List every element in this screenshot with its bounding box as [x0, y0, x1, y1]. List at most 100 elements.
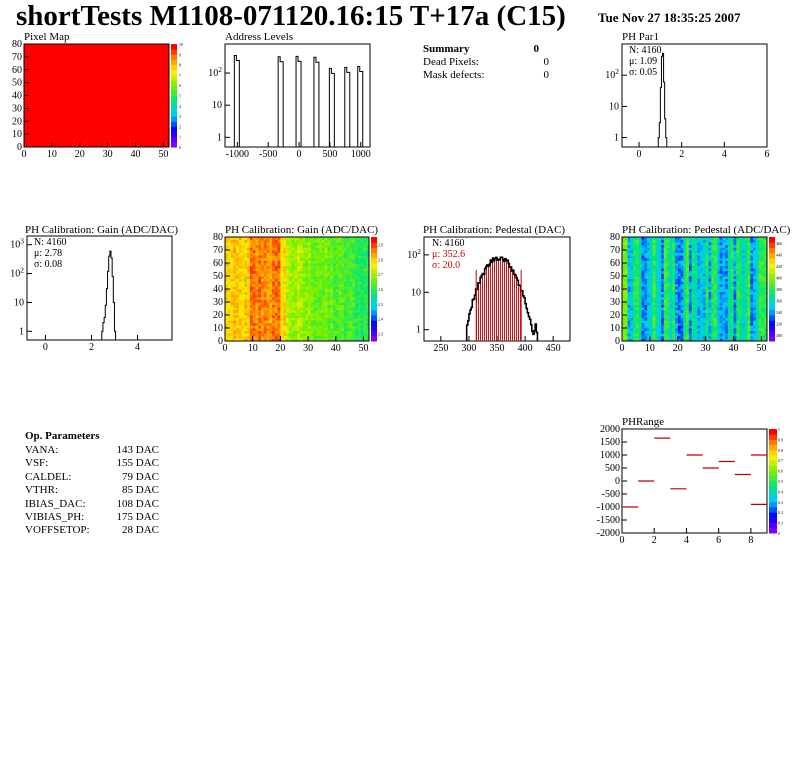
heatmap-cell	[674, 299, 679, 303]
heatmap-cell	[644, 304, 648, 308]
heatmap-cell	[366, 307, 370, 311]
heatmap-cell	[263, 289, 267, 292]
heatmap-cell	[274, 276, 279, 279]
heatmap-cell	[719, 302, 723, 305]
heatmap-cell	[277, 278, 281, 282]
heatmap-cell	[649, 247, 654, 251]
heatmap-cell	[669, 268, 673, 272]
z-scale-cell	[171, 116, 177, 122]
heatmap-cell	[722, 260, 726, 264]
heatmap-cell	[308, 281, 312, 285]
heatmap-cell	[346, 268, 351, 272]
heatmap-cell	[672, 273, 676, 277]
heatmap-cell	[722, 265, 726, 269]
y-tick-label: 500	[605, 463, 620, 474]
heatmap-cell	[280, 263, 284, 266]
heatmap-cell	[708, 307, 712, 311]
heatmap-cell	[266, 320, 270, 324]
x-tick-label: 4	[722, 149, 727, 160]
heatmap-cell	[727, 328, 732, 331]
heatmap-cell	[725, 328, 729, 331]
heatmap-cell	[258, 247, 262, 251]
heatmap-cell	[291, 304, 295, 308]
heatmap-cell	[655, 260, 659, 264]
z-scale-cell	[769, 335, 775, 342]
heatmap-cell	[633, 273, 637, 277]
heatmap-cell	[288, 278, 292, 282]
heatmap-cell	[333, 239, 337, 243]
heatmap-cell	[366, 296, 370, 300]
heatmap-cell	[288, 257, 292, 261]
heatmap-cell	[627, 286, 631, 290]
heatmap-cell	[272, 330, 276, 334]
heatmap-cell	[674, 338, 679, 342]
heatmap-cell	[341, 237, 345, 240]
heatmap-cell	[702, 278, 707, 282]
heatmap-cell	[655, 291, 659, 295]
heatmap-cell	[261, 294, 265, 298]
heatmap-cell	[285, 250, 290, 253]
heatmap-cell	[727, 299, 732, 303]
heatmap-cell	[652, 283, 656, 287]
z-scale-cell	[371, 309, 377, 316]
heatmap-cell	[666, 333, 670, 337]
heatmap-cell	[688, 247, 693, 251]
heatmap-cell	[258, 302, 262, 305]
heatmap-cell	[355, 315, 359, 318]
heatmap-cell	[310, 263, 315, 266]
heatmap-cell	[622, 317, 626, 321]
heatmap-cell	[647, 242, 651, 246]
heatmap-cell	[249, 296, 254, 300]
heatmap-cell	[283, 278, 287, 282]
heatmap-cell	[663, 294, 668, 298]
heatmap-cell	[349, 333, 353, 337]
heatmap-cell	[291, 289, 295, 292]
heatmap-cell	[338, 330, 342, 334]
heatmap-cell	[700, 296, 704, 300]
heatmap-cell	[335, 250, 339, 253]
heatmap-cell	[335, 320, 339, 324]
heatmap-cell	[697, 268, 701, 272]
heatmap-cell	[711, 291, 715, 295]
heatmap-cell	[333, 273, 337, 277]
heatmap-cell	[335, 265, 339, 269]
heatmap-cell	[269, 237, 273, 240]
heatmap-cell	[360, 325, 364, 329]
heatmap-cell	[230, 257, 234, 261]
heatmap-cell	[658, 273, 662, 277]
heatmap-cell	[647, 325, 651, 329]
heatmap-cell	[641, 330, 645, 334]
heatmap-cell	[269, 247, 273, 251]
heatmap-cell	[313, 299, 317, 303]
heatmap-cell	[705, 247, 709, 251]
heatmap-cell	[277, 268, 281, 272]
heatmap-cell	[327, 330, 331, 334]
heatmap-cell	[349, 309, 353, 313]
heatmap-cell	[283, 281, 287, 285]
heatmap-cell	[313, 330, 317, 334]
heatmap-cell	[319, 312, 323, 316]
heatmap-cell	[669, 315, 673, 318]
heatmap-cell	[722, 239, 726, 243]
heatmap-cell	[674, 247, 679, 251]
heatmap-cell	[655, 276, 659, 279]
heatmap-cell	[227, 260, 231, 264]
heatmap-cell	[633, 283, 637, 287]
phpar1-title: PH Par1	[622, 31, 659, 43]
heatmap-cell	[666, 317, 670, 321]
heatmap-cell	[291, 237, 295, 240]
heatmap-cell	[227, 299, 231, 303]
heatmap-cell	[288, 242, 292, 246]
heatmap-cell	[741, 247, 746, 251]
heatmap-cell	[283, 320, 287, 324]
heatmap-cell	[700, 239, 704, 243]
heatmap-cell	[730, 302, 734, 305]
heatmap-cell	[319, 302, 323, 305]
z-tick-label: 2.9	[378, 242, 383, 247]
heatmap-cell	[666, 257, 670, 261]
heatmap-cell	[630, 265, 634, 269]
heatmap-cell	[258, 330, 262, 334]
heatmap-cell	[739, 257, 743, 261]
heatmap-cell	[363, 317, 367, 321]
heatmap-cell	[241, 242, 245, 246]
